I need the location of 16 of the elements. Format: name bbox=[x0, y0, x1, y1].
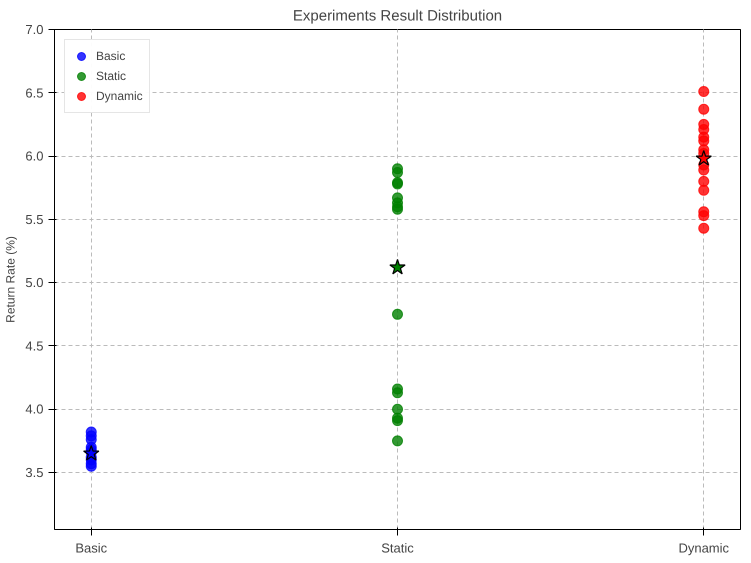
chart-title: Experiments Result Distribution bbox=[292, 8, 502, 24]
y-tick-label: 5.0 bbox=[25, 275, 44, 290]
y-tick-label: 7.0 bbox=[25, 22, 44, 37]
y-tick-label: 4.5 bbox=[25, 338, 44, 354]
x-tick-label: Basic bbox=[75, 540, 108, 556]
y-axis-title: Return Rate (%) bbox=[3, 236, 18, 323]
y-tick-label: 6.5 bbox=[25, 85, 44, 100]
legend-label: Basic bbox=[96, 49, 126, 63]
legend-label: Dynamic bbox=[96, 89, 143, 103]
x-tick-label: Static bbox=[381, 540, 414, 556]
y-tick-label: 5.5 bbox=[25, 212, 44, 227]
legend-label: Static bbox=[96, 69, 126, 83]
y-tick-label: 3.5 bbox=[25, 465, 44, 480]
y-tick-label: 4.0 bbox=[25, 402, 44, 417]
y-tick-label: 6.0 bbox=[25, 148, 44, 164]
x-tick-label: Dynamic bbox=[678, 540, 730, 556]
